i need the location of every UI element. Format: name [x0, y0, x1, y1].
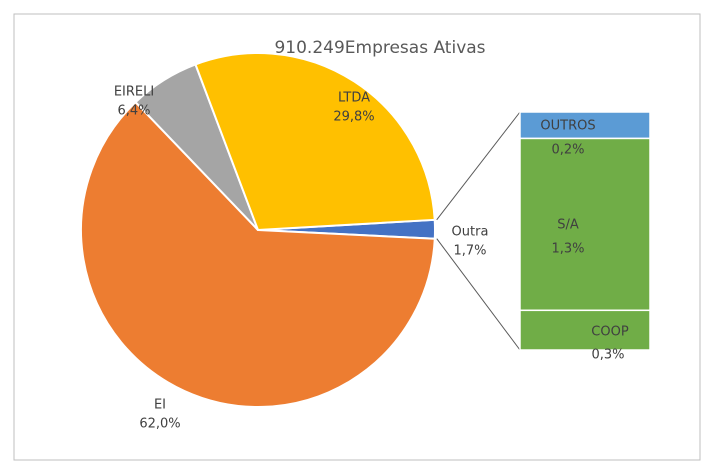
- pie-slice: [194, 52, 436, 232]
- slice-value: 29,8%: [333, 110, 374, 125]
- bar-label: COOP: [591, 325, 629, 340]
- bar-segment: [519, 309, 651, 351]
- bar-label: S/A: [557, 218, 579, 233]
- connector: [436, 111, 521, 221]
- connector: [436, 238, 521, 351]
- slice-label: Outra: [452, 225, 489, 240]
- bar-value: 1,3%: [551, 242, 584, 257]
- slice-label: EI: [154, 398, 166, 413]
- bar-segment: [519, 111, 651, 140]
- slice-label: EIRELI: [114, 85, 154, 100]
- bar-value: 0,3%: [591, 348, 624, 363]
- slice-label: LTDA: [338, 91, 370, 106]
- bar-segment: [519, 137, 651, 312]
- slice-value: 6,4%: [117, 104, 150, 119]
- bar-value: 0,2%: [551, 143, 584, 158]
- slice-value: 1,7%: [453, 244, 486, 259]
- slice-value: 62,0%: [139, 417, 180, 432]
- chart-title: 910.249Empresas Ativas: [274, 38, 485, 58]
- bar-label: OUTROS: [540, 119, 595, 134]
- pie-slice: [80, 100, 436, 408]
